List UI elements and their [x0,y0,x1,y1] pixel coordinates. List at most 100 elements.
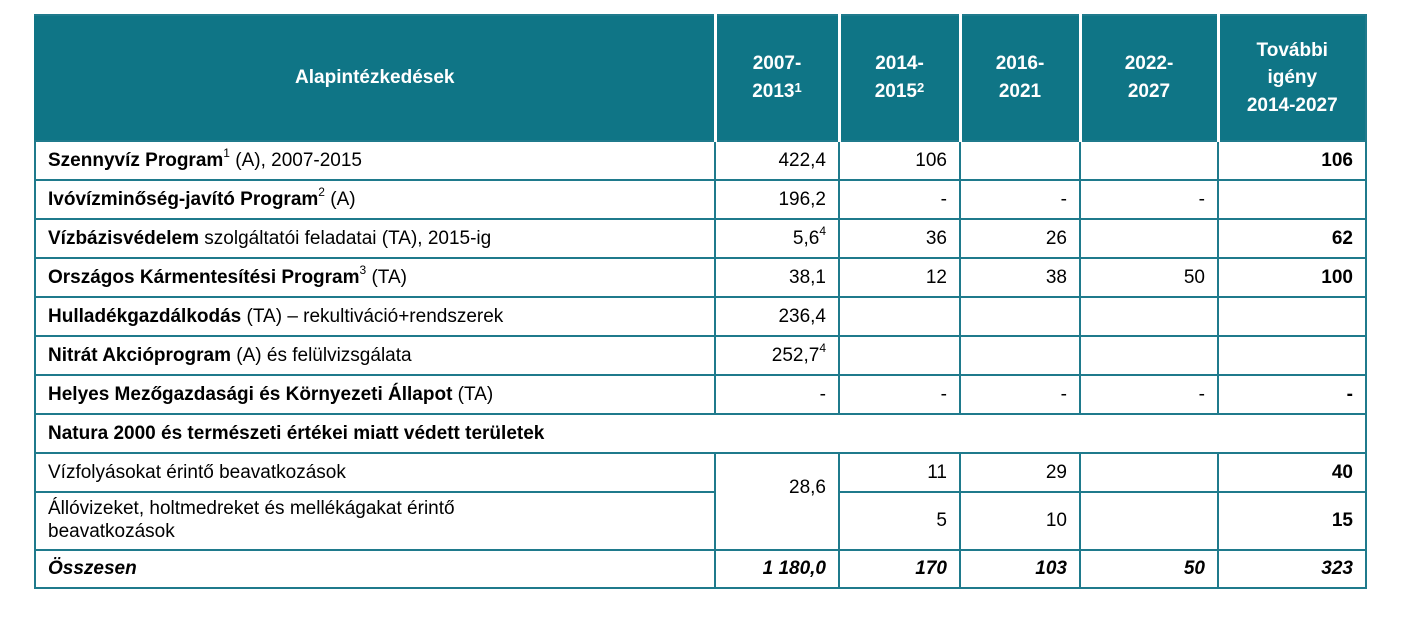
total-label: Összesen [34,549,716,589]
natura-sub-row: Vízfolyásokat érintő beavatkozások 28,6 … [34,452,1367,551]
cell-2016: - [959,179,1081,220]
row-label: Vízbázisvédelem szolgáltatói feladatai (… [34,218,716,259]
cell-2007: 422,4 [714,140,840,181]
cell-2014: 106 [838,140,961,181]
row-label-rest: (TA) [452,383,494,405]
cell-2022: - [1079,374,1219,415]
cell-2022 [1079,218,1219,259]
row-label-bold: Vízbázisvédelem [48,227,200,249]
table-row: Helyes Mezőgazdasági és Környezeti Állap… [34,374,1367,415]
header-2022-line1: 2022- [1124,53,1174,75]
row-label-bold: Ivóvízminőség-javító Program [48,188,319,210]
row-label-rest: (A) és felülvizsgálata [231,344,412,366]
row-label-bold: Hulladékgazdálkodás [48,305,242,327]
cell-2022 [1079,140,1219,181]
row-footnote: 2 [318,184,325,199]
header-further-line1: További [1256,39,1328,61]
cell-2016 [959,140,1081,181]
cell-further [1217,335,1367,376]
row-label-rest: (TA) – rekultiváció+rendszerek [241,305,504,327]
cell-2016: 26 [959,218,1081,259]
cell-2016 [959,335,1081,376]
table-row: Ivóvízminőség-javító Program2 (A) 196,2 … [34,179,1367,220]
cell-2014: 11 [838,452,961,493]
cell-2022 [1079,452,1219,493]
total-further: 323 [1217,549,1367,589]
table-row: Nitrát Akcióprogram (A) és felülvizsgála… [34,335,1367,376]
cell-further: - [1217,374,1367,415]
row-label: Nitrát Akcióprogram (A) és felülvizsgála… [34,335,716,376]
cell-2007: - [714,374,840,415]
header-2007-line1: 2007- [752,53,802,75]
header-2022-line2: 2027 [1127,81,1171,102]
cell-further: 15 [1217,491,1367,551]
header-2007-footnote: 1 [794,80,802,95]
header-2014-2015: 2014- 20152 [837,14,961,142]
row-label: Hulladékgazdálkodás (TA) – rekultiváció+… [34,296,716,337]
measures-table: Alapintézkedések 2007- 20131 2014- 20152… [34,14,1367,589]
cell-2022 [1079,296,1219,337]
row-label: Országos Kármentesítési Program3 (TA) [34,257,716,298]
cell-2007: 252,74 [714,335,840,376]
cell-2016: 10 [959,491,1081,551]
header-2016-line1: 2016- [995,53,1045,75]
header-further-line2: igény [1267,67,1318,89]
header-2007-2013: 2007- 20131 [713,14,840,142]
cell-2022: 50 [1079,257,1219,298]
cell-further: 106 [1217,140,1367,181]
total-2016: 103 [959,549,1081,589]
natura-merged-2007: 28,6 [714,452,840,551]
total-2022: 50 [1079,549,1219,589]
row-footnote: 1 [223,145,230,160]
cell-2022 [1079,335,1219,376]
row-label-rest: (A) [324,188,356,210]
cell-2016: - [959,374,1081,415]
table-row: Vízbázisvédelem szolgáltatói feladatai (… [34,218,1367,259]
row-label-bold: Nitrát Akcióprogram [48,344,231,366]
natura-sub1-label: Vízfolyásokat érintő beavatkozások [34,452,716,493]
cell-2014 [838,335,961,376]
row-label: Ivóvízminőség-javító Program2 (A) [34,179,716,220]
natura-sub2-label: Állóvizeket, holtmedreket és mellékágaka… [34,491,716,551]
cell-2016: 29 [959,452,1081,493]
total-row: Összesen 1 180,0 170 103 50 323 [34,549,1367,589]
cell-further: 100 [1217,257,1367,298]
row-label-bold: Helyes Mezőgazdasági és Környezeti Állap… [48,383,453,405]
header-2007-line2: 2013 [752,81,795,102]
cell-further: 62 [1217,218,1367,259]
cell-further [1217,179,1367,220]
cell-2014: 36 [838,218,961,259]
natura-sub2-line2: beavatkozások [48,521,175,542]
natura-sub-row: Állóvizeket, holtmedreket és mellékágaka… [34,491,1367,551]
cell-2014 [838,296,961,337]
header-2016-line2: 2021 [998,81,1042,102]
row-label: Szennyvíz Program1 (A), 2007-2015 [34,140,716,181]
table-row: Hulladékgazdálkodás (TA) – rekultiváció+… [34,296,1367,337]
row-label-rest: (TA) [366,266,408,288]
header-further-line3: 2014-2027 [1246,94,1338,116]
cell-2007: 5,64 [714,218,840,259]
natura-heading: Natura 2000 és természeti értékei miatt … [34,413,1367,454]
cell-2014: - [838,179,961,220]
cell-further [1217,296,1367,337]
row-label: Helyes Mezőgazdasági és Környezeti Állap… [34,374,716,415]
cell-2014: - [838,374,961,415]
total-2014: 170 [838,549,961,589]
header-2022-2027: 2022- 2027 [1078,14,1219,142]
table-row: Országos Kármentesítési Program3 (TA) 38… [34,257,1367,298]
cell-2014: 12 [838,257,961,298]
cell-2016: 38 [959,257,1081,298]
cell-2022: - [1079,179,1219,220]
total-2007: 1 180,0 [714,549,840,589]
header-further-need: További igény 2014-2027 [1216,14,1367,142]
cell-2007: 196,2 [714,179,840,220]
row-label-rest: (A), 2007-2015 [229,149,362,171]
cell-2014: 5 [838,491,961,551]
header-2014-footnote: 2 [917,80,925,95]
header-row: Alapintézkedések 2007- 20131 2014- 20152… [34,14,1367,142]
header-2016-2021: 2016- 2021 [958,14,1081,142]
header-2014-line2: 2015 [874,81,918,102]
natura-heading-row: Natura 2000 és természeti értékei miatt … [34,413,1367,454]
table-row: Szennyvíz Program1 (A), 2007-2015 422,4 … [34,140,1367,181]
cell-2007: 38,1 [714,257,840,298]
